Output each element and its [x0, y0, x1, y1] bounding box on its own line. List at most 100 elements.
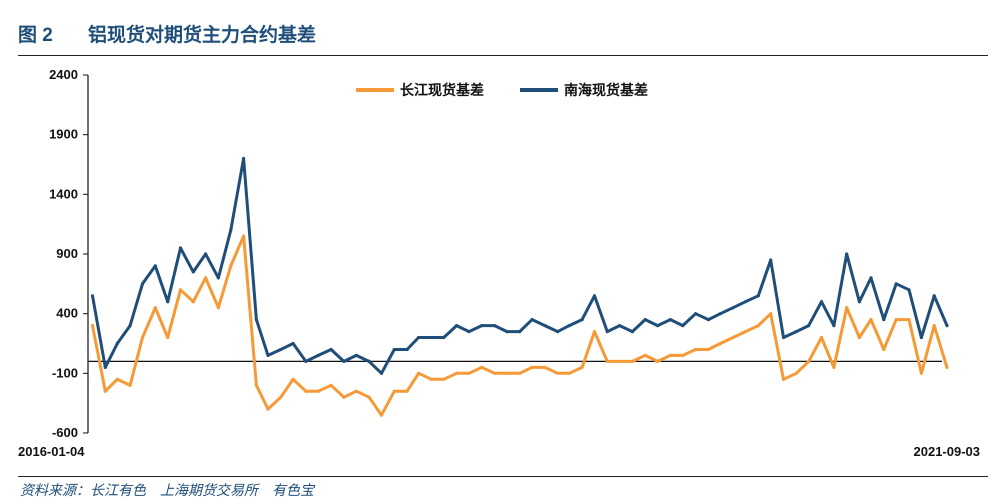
data-point — [681, 324, 685, 328]
data-point — [480, 365, 484, 369]
data-point — [204, 252, 208, 256]
figure-title: 铝现货对期货主力合约基差 — [88, 24, 317, 46]
data-point — [845, 306, 849, 310]
data-point — [254, 383, 258, 387]
data-point — [756, 324, 760, 328]
data-point — [706, 347, 711, 352]
data-point — [656, 324, 660, 328]
data-point — [367, 395, 371, 399]
source-note: 资料来源：长江有色 上海期货交易所 有色宝 — [20, 482, 314, 498]
data-point — [103, 389, 107, 393]
data-point — [630, 359, 635, 363]
data-point — [567, 371, 571, 375]
data-point — [643, 318, 647, 322]
data-point — [907, 318, 911, 322]
data-point — [304, 389, 308, 393]
data-point — [115, 377, 119, 381]
y-tick-label: -100 — [52, 365, 78, 380]
data-point — [392, 347, 396, 352]
data-point — [769, 258, 773, 262]
series-line — [91, 234, 949, 417]
y-tick-label: 400 — [56, 306, 78, 321]
data-point — [832, 324, 836, 328]
data-point — [354, 353, 358, 357]
data-point — [731, 335, 735, 340]
data-point — [618, 359, 622, 363]
data-point — [794, 371, 798, 375]
data-point — [592, 330, 597, 334]
data-point — [204, 276, 208, 280]
data-point — [329, 383, 333, 387]
data-point — [643, 353, 647, 357]
data-point — [945, 365, 949, 369]
data-point — [505, 330, 509, 334]
data-point — [556, 371, 560, 375]
data-point — [191, 270, 195, 274]
data-point — [90, 324, 95, 328]
data-point — [493, 371, 497, 375]
data-point — [379, 371, 384, 375]
data-point — [367, 359, 371, 363]
data-point — [429, 335, 433, 340]
data-point — [229, 264, 233, 268]
data-point — [417, 335, 421, 340]
data-point — [530, 365, 534, 369]
data-point — [932, 294, 936, 298]
data-point — [756, 294, 760, 298]
data-point — [945, 324, 949, 328]
data-point — [166, 300, 170, 304]
data-point — [882, 318, 886, 322]
data-point — [668, 353, 673, 357]
data-point — [907, 288, 911, 292]
data-point — [505, 371, 509, 375]
data-point — [869, 318, 873, 322]
data-point — [694, 312, 698, 316]
data-point — [342, 359, 346, 363]
data-point — [442, 335, 446, 340]
bottom-rule — [18, 476, 988, 477]
data-point — [919, 335, 924, 340]
x-tick-label-end: 2021-09-03 — [914, 444, 981, 459]
data-point — [191, 300, 195, 304]
data-point — [845, 252, 849, 256]
legend-item: 长江现货基差 — [356, 82, 484, 98]
data-point — [216, 306, 220, 310]
data-point — [807, 324, 811, 328]
figure-number: 图 2 — [18, 24, 53, 46]
x-tick-label-start: 2016-01-04 — [18, 444, 85, 459]
data-point — [832, 365, 836, 369]
data-point — [781, 377, 786, 381]
y-tick-label: 2400 — [49, 67, 78, 82]
data-point — [266, 407, 270, 411]
data-point — [894, 318, 898, 322]
data-point — [718, 312, 722, 316]
data-point — [718, 341, 722, 346]
y-tick-label: 1400 — [49, 186, 78, 201]
data-point — [291, 377, 295, 381]
data-point — [543, 324, 547, 328]
data-point — [656, 359, 660, 363]
data-point — [229, 228, 233, 232]
data-point — [731, 306, 735, 310]
data-point — [392, 389, 396, 393]
data-point — [556, 330, 560, 334]
y-axis: 2400 1900 1400 900 400 -100 -600 — [49, 67, 89, 440]
data-point — [518, 330, 522, 334]
x-axis: 2016-01-04 2021-09-03 — [18, 444, 980, 459]
data-point — [291, 341, 295, 346]
data-point — [668, 318, 673, 322]
data-point — [819, 300, 824, 304]
data-point — [743, 300, 748, 304]
data-point — [567, 324, 571, 328]
data-point — [932, 324, 936, 328]
data-point — [178, 246, 183, 250]
data-point — [354, 389, 358, 393]
data-point — [681, 353, 685, 357]
data-point — [530, 318, 534, 322]
data-point — [592, 294, 597, 298]
data-point — [630, 330, 635, 334]
data-point — [153, 264, 157, 268]
data-point — [493, 324, 497, 328]
data-point — [807, 359, 811, 363]
data-point — [279, 395, 283, 399]
